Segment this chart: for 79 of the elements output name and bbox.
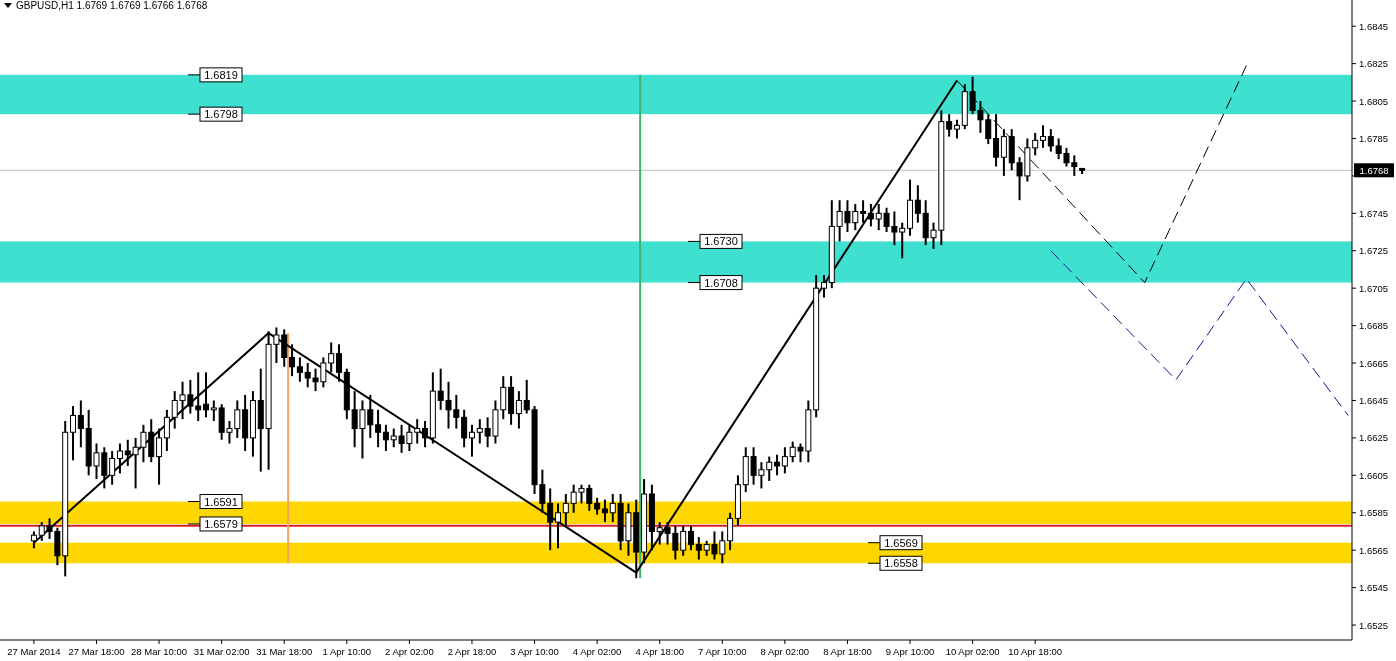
candlestick [601,498,608,524]
candlestick [688,524,694,552]
candlestick [382,423,389,452]
x-tick-label: 8 Apr 02:00 [760,646,810,657]
candlestick [210,399,217,423]
x-tick-label: 1 Apr 10:00 [322,646,372,657]
candlestick [953,118,960,140]
candlestick [203,371,210,419]
candlestick [1040,124,1047,149]
candlestick [820,274,827,299]
x-tick-label: 31 Mar 18:00 [256,646,313,657]
candlestick [727,511,734,552]
candlestick [860,199,867,224]
candlestick [116,442,123,475]
y-tick-label: 1.6545 [1359,582,1389,594]
x-tick-label: 10 Apr 18:00 [1008,646,1063,657]
x-tick-label: 4 Apr 02:00 [572,646,622,657]
candlestick [70,405,77,462]
x-tick-label: 7 Apr 10:00 [697,646,747,657]
annotation: 1.6591 [204,495,238,508]
annotation: 1.6558 [884,557,918,570]
annotation: 1.6569 [884,536,918,549]
annotation: 1.6730 [704,235,738,248]
candlestick [946,113,953,138]
y-tick-label: 1.6705 [1359,282,1389,294]
candlestick [914,184,921,224]
candlestick [328,341,335,374]
annotation: 1.6708 [704,276,738,289]
y-tick-label: 1.6565 [1359,544,1389,556]
x-tick-label: 4 Apr 18:00 [635,646,685,657]
x-tick-label: 8 Apr 18:00 [823,646,872,657]
y-tick-label: 1.6605 [1359,469,1389,481]
candlestick [335,343,342,383]
y-tick-label: 1.6825 [1359,58,1389,70]
y-tick-label: 1.6665 [1359,357,1389,369]
annotation: 1.6579 [204,517,238,530]
candlestick [109,449,116,486]
x-tick-label: 2 Apr 02:00 [385,646,434,657]
y-tick-label: 1.6625 [1359,432,1389,444]
candlestick [774,453,781,477]
x-tick-label: 31 Mar 02:00 [193,646,250,657]
line-series [1050,250,1349,416]
y-tick-label: 1.6525 [1359,619,1389,631]
y-tick-label: 1.6725 [1359,245,1389,257]
annotation: 1.6819 [204,68,238,81]
x-tick-label: 28 Mar 10:00 [131,646,188,657]
candlestick [77,399,84,449]
candlestick [375,408,382,449]
candlestick [555,502,562,550]
candlestick [781,446,788,475]
chart-title: GBPUSD,H1 1.6769 1.6769 1.6766 1.6768 [16,0,208,11]
y-tick-label: 1.6785 [1359,132,1389,144]
candlestick [993,113,1000,168]
annotation: 1.6798 [204,108,238,121]
x-tick-label: 27 Mar 2014 [7,646,61,657]
candlestick [562,493,569,527]
candlestick [422,420,429,449]
candlestick [468,423,475,458]
ref-line-label: 1.6768 [1359,165,1389,177]
y-tick-label: 1.6585 [1359,507,1389,519]
candlestick [1047,128,1054,153]
candlestick [515,390,522,430]
y-tick-label: 1.6745 [1359,207,1389,219]
x-tick-label: 9 Apr 10:00 [885,646,935,657]
y-tick-label: 1.6845 [1359,20,1389,32]
x-tick-label: 10 Apr 02:00 [945,646,1000,657]
y-tick-label: 1.6645 [1359,394,1389,406]
candlestick [296,356,303,383]
y-tick-label: 1.6685 [1359,320,1389,332]
candlestick [163,408,170,452]
x-tick-label: 3 Apr 10:00 [510,646,559,657]
x-tick-label: 2 Apr 18:00 [447,646,497,657]
candlestick [461,408,468,449]
x-tick-label: 27 Mar 18:00 [68,646,125,657]
y-tick-label: 1.6805 [1359,95,1389,107]
candlestick [289,343,296,378]
candlestick [867,202,874,228]
candlestick [1000,128,1007,177]
candlestick [156,427,163,486]
